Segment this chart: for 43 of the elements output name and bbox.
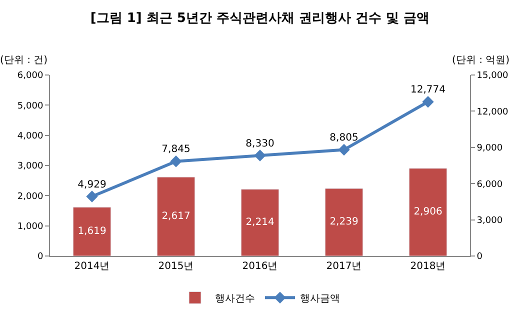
point xyxy=(170,155,182,168)
data-label: 12,774 xyxy=(410,84,446,96)
data-label: 2,239 xyxy=(330,216,358,228)
y-tick-label: 3,000 xyxy=(17,162,44,172)
y2-tick-label: 9,000 xyxy=(476,144,503,154)
x-tick-label: 2018년 xyxy=(410,261,446,272)
bar xyxy=(240,188,280,256)
y-tick-label: 0 xyxy=(37,252,44,262)
y-tick-label: 6,000 xyxy=(17,71,44,82)
legend-label: 행사건수 xyxy=(215,294,255,305)
bar xyxy=(408,168,448,256)
point xyxy=(422,96,434,108)
point xyxy=(86,190,98,202)
chart-title: [그림 1] 최근 5년간 주식관련사채 권리행사 건수 및 금액 xyxy=(90,11,430,26)
y-tick-label: 4,000 xyxy=(17,131,44,142)
data-label: 4,929 xyxy=(78,179,106,190)
y-tick-label: 5,000 xyxy=(17,101,44,112)
x-tick-label: 2017년 xyxy=(326,261,362,272)
x-tick-label: 2016년 xyxy=(242,261,278,272)
bar xyxy=(72,206,112,256)
y-tick-label: 2,000 xyxy=(17,192,44,202)
y2-tick-label: 12,000 xyxy=(476,107,509,118)
point xyxy=(254,150,266,162)
data-label: 8,805 xyxy=(330,132,358,144)
data-label: 2,617 xyxy=(162,211,190,222)
bar xyxy=(156,176,196,256)
data-label: 1,619 xyxy=(78,226,106,238)
data-label: 2,214 xyxy=(246,217,274,228)
x-tick-label: 2015년 xyxy=(158,261,194,272)
y2-axis-title: (단위 : 억원) xyxy=(452,55,510,66)
data-label: 2,906 xyxy=(414,206,442,218)
y2-tick-label: 15,000 xyxy=(476,71,509,82)
y2-tick-label: 0 xyxy=(476,252,483,262)
data-label: 8,330 xyxy=(246,138,274,150)
y2-tick-label: 6,000 xyxy=(476,180,503,190)
point xyxy=(338,144,350,156)
legend-label: 행사금액 xyxy=(300,294,340,305)
y-axis-title: (단위 : 건) xyxy=(0,55,48,66)
y-tick-label: 1,000 xyxy=(17,222,44,232)
y2-tick-label: 3,000 xyxy=(476,216,503,226)
x-tick-label: 2014년 xyxy=(74,261,110,272)
bar xyxy=(324,188,364,256)
data-label: 7,845 xyxy=(162,144,190,156)
